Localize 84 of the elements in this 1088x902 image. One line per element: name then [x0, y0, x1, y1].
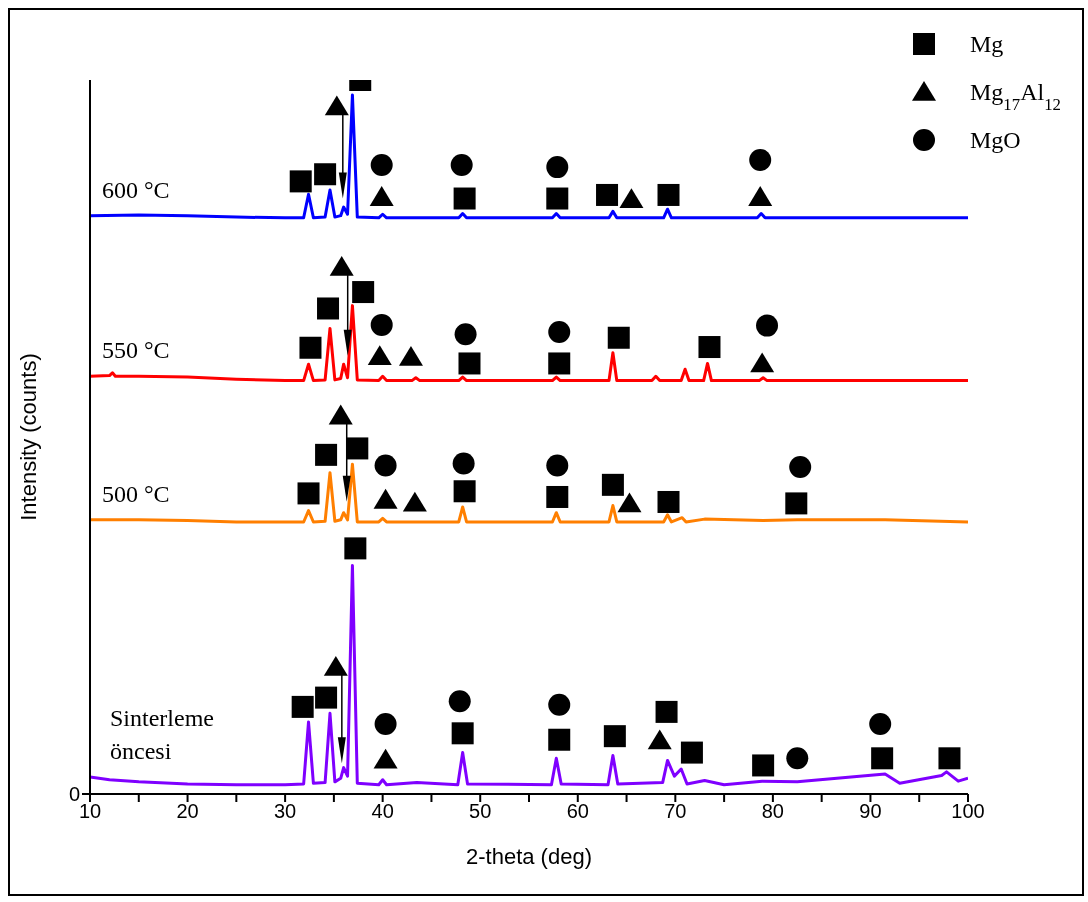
text: 0 [68, 783, 80, 806]
point [596, 183, 619, 206]
series-label: Sinterleme öncesi [110, 704, 214, 764]
point [546, 187, 569, 210]
point [548, 321, 571, 344]
x-tick-label: 60 [566, 800, 589, 823]
point [402, 491, 427, 512]
point [315, 443, 338, 466]
x-tick-label: 30 [273, 800, 297, 823]
legend-label: MgO [970, 127, 1021, 153]
x-tick-label: 50 [469, 800, 492, 823]
point [548, 693, 571, 716]
point [546, 485, 569, 508]
series-label: 600 °C [102, 176, 170, 203]
point [607, 326, 630, 349]
point [352, 281, 375, 304]
point [346, 437, 369, 460]
point [299, 336, 322, 359]
point [369, 186, 394, 206]
x-tick-label: 40 [371, 800, 394, 823]
x-tick-label: 100 [951, 800, 985, 823]
point [756, 314, 779, 337]
point [452, 452, 475, 475]
point [680, 741, 703, 764]
point [373, 488, 398, 509]
point [938, 747, 961, 770]
point [451, 722, 474, 745]
point [657, 183, 680, 206]
point [546, 156, 569, 179]
point [448, 690, 471, 713]
point [657, 490, 680, 513]
point [655, 700, 678, 723]
point [617, 492, 642, 513]
x-tick-label: 70 [664, 800, 687, 823]
point [454, 323, 477, 346]
x-tick-label: 90 [859, 800, 882, 823]
point [748, 186, 773, 206]
series-label: 550 °C [102, 337, 170, 364]
point [324, 95, 349, 116]
point [548, 728, 571, 751]
x-tick-label: 10 [78, 800, 102, 823]
point [367, 345, 392, 366]
point [871, 747, 894, 770]
point [750, 352, 775, 373]
point [315, 686, 338, 709]
point [869, 713, 892, 736]
point [458, 352, 481, 375]
point [647, 729, 672, 750]
point [453, 187, 476, 210]
point [789, 455, 812, 478]
point [450, 153, 473, 176]
point [289, 170, 312, 193]
x-tick-label: 20 [176, 800, 199, 823]
point [370, 153, 393, 176]
point [291, 695, 314, 718]
point [752, 754, 775, 777]
point [619, 188, 644, 209]
point [317, 297, 340, 320]
point [786, 747, 809, 770]
point [453, 480, 476, 503]
point [328, 404, 353, 425]
point [374, 713, 397, 736]
point [546, 454, 569, 477]
point [373, 748, 398, 769]
x-axis-title: 2-theta (deg) [466, 844, 592, 869]
point [297, 482, 320, 505]
point [398, 346, 423, 366]
x-tick-label: 80 [761, 800, 785, 823]
point [698, 336, 721, 359]
point [344, 537, 367, 560]
point [601, 473, 624, 496]
series-label: 500 °C [102, 480, 170, 507]
point [314, 163, 337, 186]
point [603, 725, 626, 748]
point [785, 492, 808, 515]
point [329, 256, 354, 276]
point [370, 313, 393, 336]
point [374, 454, 397, 477]
legend-label: Mg$_{17}$Al$_{12}$ [970, 79, 1061, 114]
legend-label: Mg [970, 31, 1004, 57]
point [749, 148, 772, 171]
point [323, 655, 348, 676]
point [548, 352, 571, 375]
y-axis-title: Intensity (counts) [15, 353, 41, 521]
